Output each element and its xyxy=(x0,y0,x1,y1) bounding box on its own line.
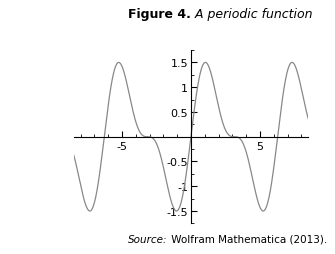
Text: Wolfram Mathematica (2013).: Wolfram Mathematica (2013). xyxy=(168,234,327,244)
Text: Figure 4.: Figure 4. xyxy=(128,8,191,21)
Text: Source:: Source: xyxy=(128,234,168,244)
Text: A periodic function: A periodic function xyxy=(191,8,313,21)
